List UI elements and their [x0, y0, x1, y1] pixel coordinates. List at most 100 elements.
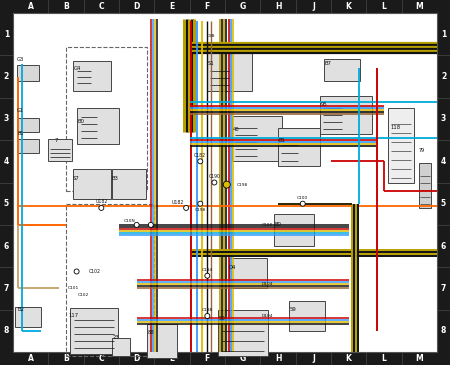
Text: 4: 4: [4, 157, 9, 166]
Bar: [229, 258, 266, 288]
Text: 88: 88: [148, 330, 155, 335]
Text: C102: C102: [78, 293, 89, 297]
Text: B0: B0: [275, 222, 282, 227]
Circle shape: [212, 180, 217, 185]
Text: C198: C198: [237, 182, 248, 187]
Circle shape: [205, 273, 210, 278]
Text: 79: 79: [418, 148, 424, 153]
Text: E: E: [169, 354, 175, 363]
Text: 1: 1: [4, 30, 9, 39]
Text: 2: 2: [441, 72, 446, 81]
Text: 3: 3: [441, 115, 446, 123]
Text: B1: B1: [17, 131, 24, 136]
Text: 5: 5: [4, 199, 9, 208]
Text: B: B: [63, 2, 69, 11]
Text: D104: D104: [261, 282, 273, 286]
Text: G4: G4: [73, 66, 81, 70]
Text: U182: U182: [172, 200, 184, 205]
Text: S7: S7: [73, 176, 80, 181]
Bar: [0, 13, 13, 352]
Text: D104: D104: [261, 314, 273, 318]
Bar: [66, 204, 154, 356]
Bar: [70, 308, 117, 354]
Text: 117: 117: [68, 314, 79, 319]
Circle shape: [198, 201, 203, 206]
Text: B2: B2: [17, 307, 24, 312]
Text: J: J: [312, 354, 315, 363]
Bar: [324, 59, 360, 81]
Text: S1: S1: [208, 61, 215, 66]
Bar: [147, 324, 177, 358]
Text: H: H: [275, 2, 281, 11]
Bar: [320, 96, 373, 134]
Text: D4: D4: [229, 265, 236, 270]
Circle shape: [99, 205, 104, 211]
Text: C98: C98: [207, 34, 216, 38]
Text: 7: 7: [4, 284, 9, 293]
Bar: [66, 47, 147, 191]
Text: B: B: [63, 354, 69, 363]
Bar: [112, 338, 130, 356]
Bar: [73, 169, 111, 199]
Bar: [73, 61, 111, 91]
Text: C: C: [99, 2, 104, 11]
Text: 50: 50: [219, 316, 225, 320]
Text: 6: 6: [4, 242, 9, 250]
Text: 1: 1: [441, 30, 446, 39]
Text: C194: C194: [202, 268, 213, 272]
Text: F: F: [205, 354, 210, 363]
Text: G: G: [239, 2, 246, 11]
Text: C10N: C10N: [124, 219, 135, 223]
Bar: [13, 0, 437, 13]
Text: 6: 6: [441, 242, 446, 250]
Text: M: M: [415, 2, 423, 11]
Text: 95: 95: [321, 101, 328, 107]
Text: D: D: [134, 2, 140, 11]
Circle shape: [205, 314, 210, 319]
Text: 8: 8: [441, 326, 446, 335]
Bar: [13, 352, 437, 365]
Text: 7: 7: [441, 284, 446, 293]
Text: 40: 40: [233, 127, 239, 132]
Text: D: D: [134, 354, 140, 363]
Text: 8: 8: [4, 326, 9, 335]
Bar: [218, 310, 268, 356]
Text: C182: C182: [194, 153, 207, 158]
Bar: [76, 108, 119, 145]
Text: B3: B3: [112, 176, 118, 181]
Bar: [274, 214, 315, 246]
Text: J: J: [312, 2, 315, 11]
Text: 7: 7: [54, 138, 58, 143]
Circle shape: [300, 201, 305, 206]
Text: 2: 2: [4, 72, 9, 81]
Text: 59: 59: [289, 307, 296, 312]
Bar: [17, 65, 39, 81]
Circle shape: [74, 269, 79, 274]
Bar: [278, 127, 320, 166]
Bar: [48, 139, 72, 161]
Text: M: M: [415, 354, 423, 363]
Text: 3: 3: [4, 115, 9, 123]
Text: U182: U182: [95, 199, 108, 204]
Bar: [17, 139, 39, 153]
Text: A: A: [28, 2, 34, 11]
Text: C102: C102: [89, 269, 101, 274]
Text: C101: C101: [68, 287, 79, 291]
Text: G: G: [239, 354, 246, 363]
Text: B7: B7: [324, 61, 332, 66]
Circle shape: [198, 159, 203, 164]
Text: H: H: [275, 354, 281, 363]
Text: G1: G1: [17, 108, 24, 113]
Circle shape: [223, 181, 230, 188]
Text: 23: 23: [112, 335, 119, 340]
Text: K: K: [346, 2, 351, 11]
Text: L: L: [382, 354, 387, 363]
Bar: [387, 108, 414, 182]
Circle shape: [184, 205, 189, 211]
Text: C100: C100: [297, 196, 308, 200]
Text: K: K: [346, 354, 351, 363]
Circle shape: [134, 222, 139, 227]
Text: C: C: [99, 354, 104, 363]
Text: F: F: [205, 2, 210, 11]
Text: G3: G3: [17, 57, 24, 62]
